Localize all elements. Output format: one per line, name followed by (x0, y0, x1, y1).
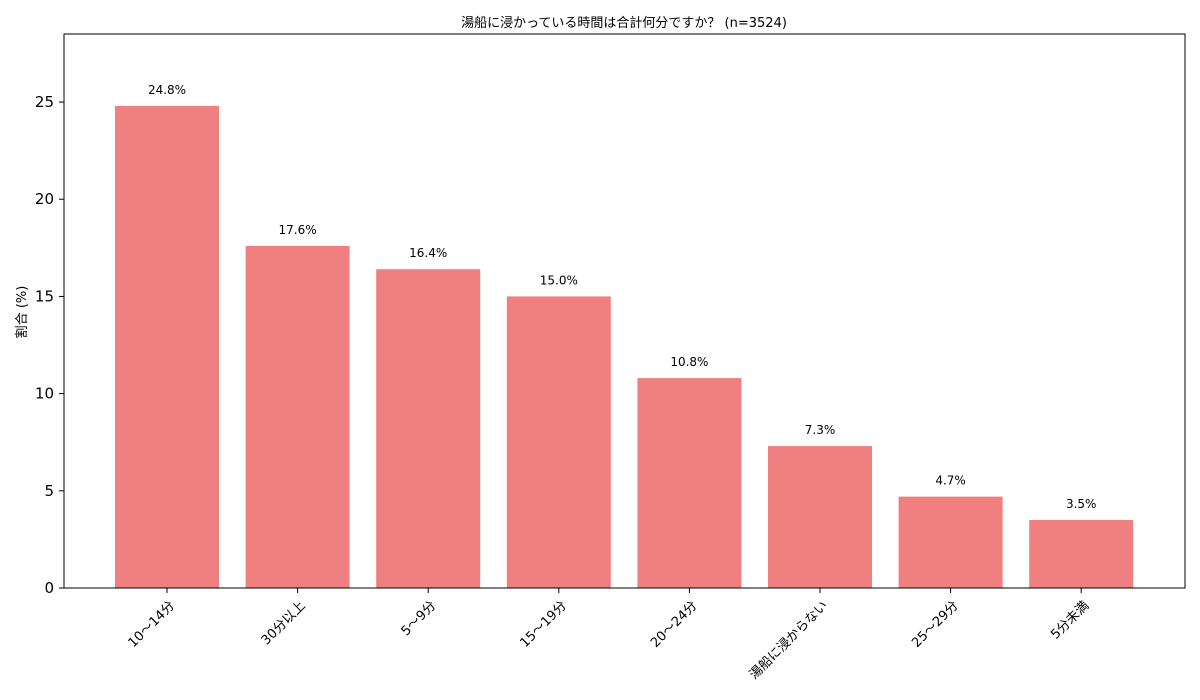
y-tick-label: 25 (35, 93, 54, 111)
data-label: 7.3% (805, 423, 836, 437)
data-label: 15.0% (540, 273, 578, 287)
data-label: 4.7% (935, 474, 966, 488)
y-tick-label: 10 (35, 385, 54, 403)
x-tick-label: 5〜9分 (399, 598, 440, 639)
bar (376, 269, 481, 588)
bar (115, 105, 219, 589)
y-axis-label: 割合 (%) (14, 286, 30, 339)
y-tick-label: 15 (35, 287, 54, 305)
x-axis: 10〜14分 30分以上 5〜9分 15〜19分 20〜24分 湯船に浸からない 25〜29… (126, 588, 1092, 683)
x-tick-label: 15〜19分 (517, 598, 569, 650)
x-tick-label: 10〜14分 (126, 598, 178, 650)
chart-title: 湯船に浸かっている時間は合計何分ですか？ (n=3524) (461, 15, 787, 31)
bars-group (115, 105, 1134, 589)
plot-frame (63, 33, 1186, 589)
x-tick-label: 湯船に浸からない (747, 598, 831, 682)
bar (506, 296, 611, 588)
bar (898, 496, 1003, 588)
x-tick-label: 5分未満 (1048, 598, 1092, 642)
x-tick-label: 30分以上 (259, 598, 309, 648)
data-label: 16.4% (409, 246, 447, 260)
bar (1029, 519, 1134, 588)
data-label: 3.5% (1066, 497, 1097, 511)
bar (245, 245, 350, 588)
y-tick-label: 5 (44, 482, 54, 500)
y-axis: 0 5 10 15 20 25 (35, 93, 64, 597)
data-label: 17.6% (279, 223, 317, 237)
y-tick-label: 0 (44, 579, 54, 597)
x-tick-label: 25〜29分 (909, 598, 961, 650)
data-label: 24.8% (148, 83, 186, 97)
bar (768, 446, 872, 588)
data-label: 10.8% (670, 355, 708, 369)
y-tick-label: 20 (35, 190, 54, 208)
data-labels-group: 24.8% 17.6% 16.4% 15.0% 10.8% 7.3% 4.7% 3.5% (148, 83, 1097, 511)
x-tick-label: 20〜24分 (648, 598, 700, 650)
bar (637, 378, 742, 588)
